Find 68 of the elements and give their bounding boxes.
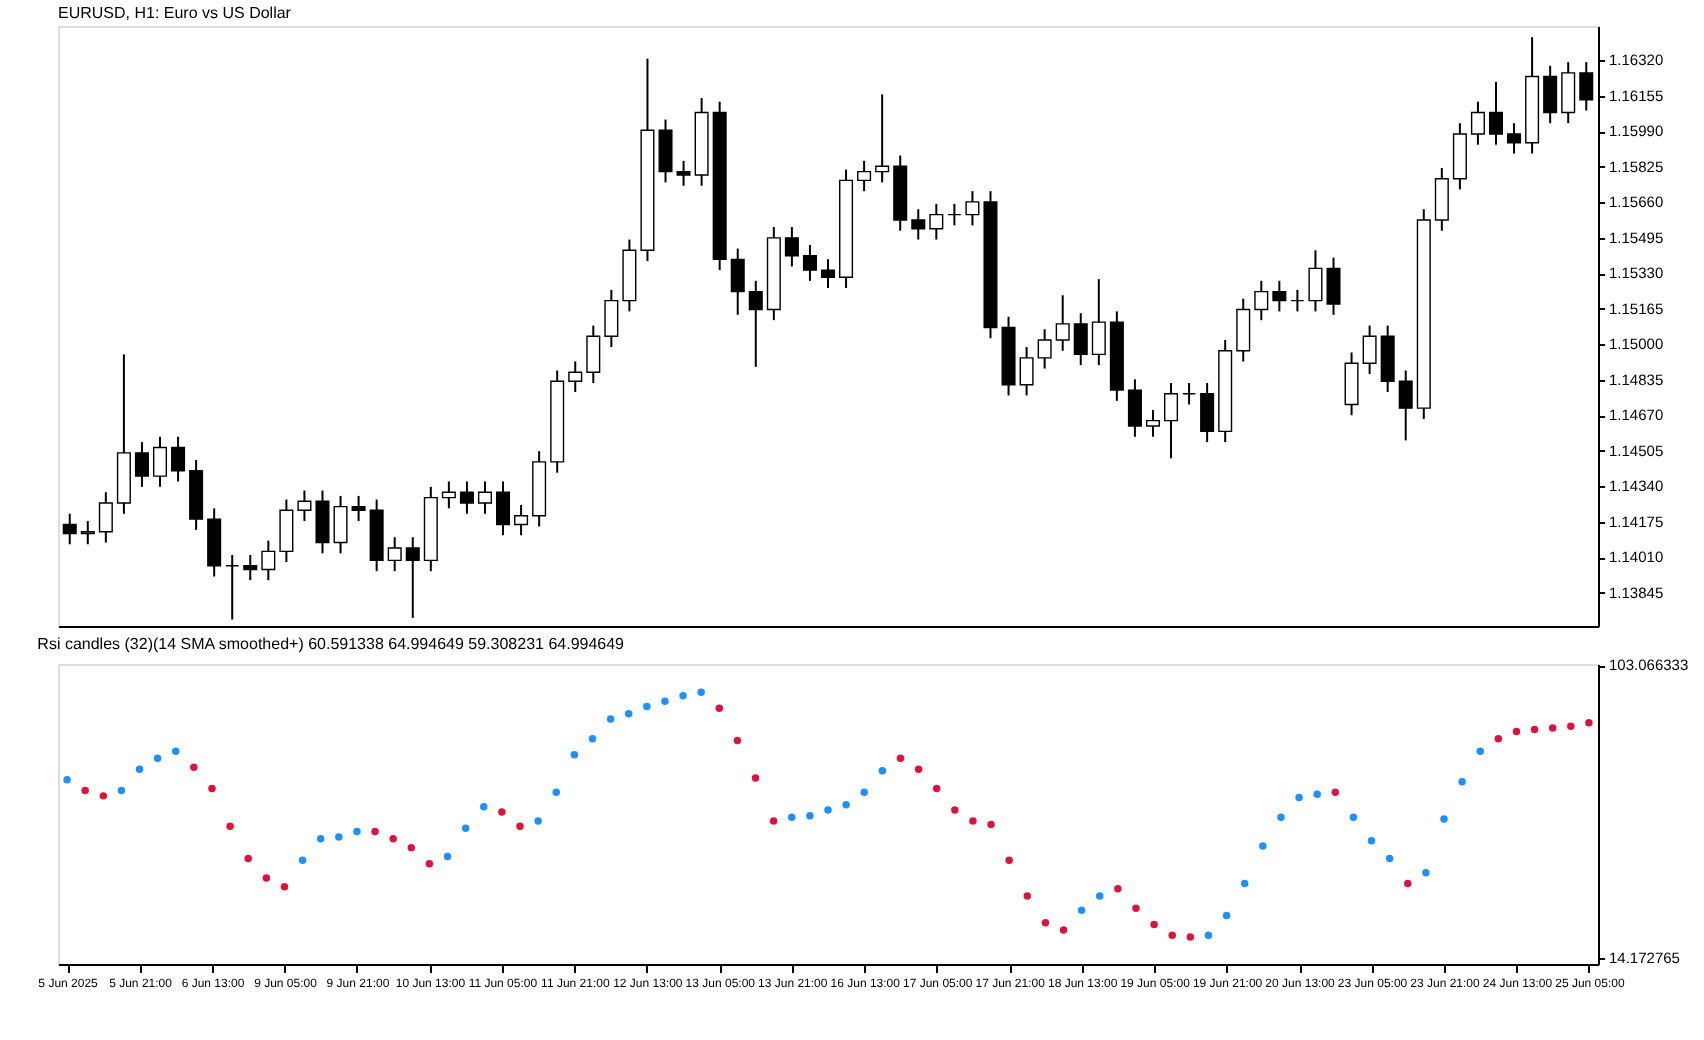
candlestick	[1543, 64, 1558, 125]
candlestick	[730, 247, 745, 316]
candlestick	[1362, 324, 1377, 375]
candlestick	[1470, 100, 1485, 146]
candlestick	[1055, 294, 1070, 352]
candlestick	[171, 435, 186, 483]
candlestick	[207, 507, 222, 578]
candlestick	[1380, 324, 1395, 394]
candlestick	[243, 554, 258, 582]
candlestick	[152, 435, 168, 488]
candlestick	[604, 288, 619, 349]
candlestick	[568, 360, 583, 394]
candlestick	[225, 554, 240, 621]
candlestick	[261, 539, 276, 582]
candlestick	[911, 208, 926, 241]
candlestick	[315, 489, 330, 555]
candlestick	[1290, 288, 1305, 313]
candlestick	[1091, 278, 1106, 367]
candlestick	[1127, 378, 1142, 438]
candlestick	[496, 480, 511, 537]
candlestick	[351, 494, 366, 523]
candlestick	[947, 202, 962, 227]
candlestick	[1507, 122, 1522, 155]
candlestick	[1164, 381, 1179, 460]
candlestick	[1145, 408, 1160, 438]
candlestick	[441, 480, 456, 510]
candlestick	[748, 279, 763, 368]
candlestick	[297, 489, 312, 523]
candlestick	[387, 536, 402, 573]
candlestick	[586, 324, 601, 384]
candlestick	[134, 441, 149, 488]
candlestick	[1488, 80, 1504, 146]
chart-title: Rsi candles (32)(14 SMA smoothed+) 60.591338 64.994649 59.308231 64.994649	[37, 635, 626, 654]
candlestick	[1452, 122, 1467, 191]
candlestick	[514, 503, 529, 537]
candlestick	[1272, 279, 1287, 313]
candlestick	[820, 258, 836, 289]
candlestick	[477, 480, 492, 515]
candlestick	[1073, 312, 1088, 367]
candlestick	[1434, 166, 1449, 232]
candlestick	[1579, 61, 1594, 112]
candlestick	[98, 491, 113, 544]
candlestick	[1019, 346, 1034, 397]
candlestick	[1254, 279, 1269, 322]
candlestick	[279, 498, 294, 564]
candlestick	[1344, 351, 1359, 417]
candlestick	[965, 190, 980, 227]
candlestick	[333, 494, 348, 555]
candlestick	[1236, 297, 1251, 363]
candlestick	[459, 480, 474, 515]
candlestick	[676, 159, 691, 187]
candlestick	[1037, 328, 1052, 370]
candlestick	[784, 226, 799, 268]
candlestick	[1308, 249, 1323, 313]
candlestick	[1182, 381, 1197, 406]
candlestick	[1561, 61, 1576, 125]
candlestick	[658, 118, 673, 184]
candlestick	[929, 202, 944, 241]
candlestick	[62, 512, 77, 546]
candlestick	[1398, 369, 1413, 442]
candlestick	[405, 536, 420, 619]
candlestick	[857, 159, 872, 193]
candlestick	[80, 520, 95, 546]
candlestick	[1326, 256, 1341, 316]
candlestick	[802, 243, 817, 282]
chart-title: EURUSD, H1: Euro vs US Dollar	[58, 4, 292, 22]
candlestick	[875, 93, 890, 184]
candlestick	[1200, 381, 1215, 444]
